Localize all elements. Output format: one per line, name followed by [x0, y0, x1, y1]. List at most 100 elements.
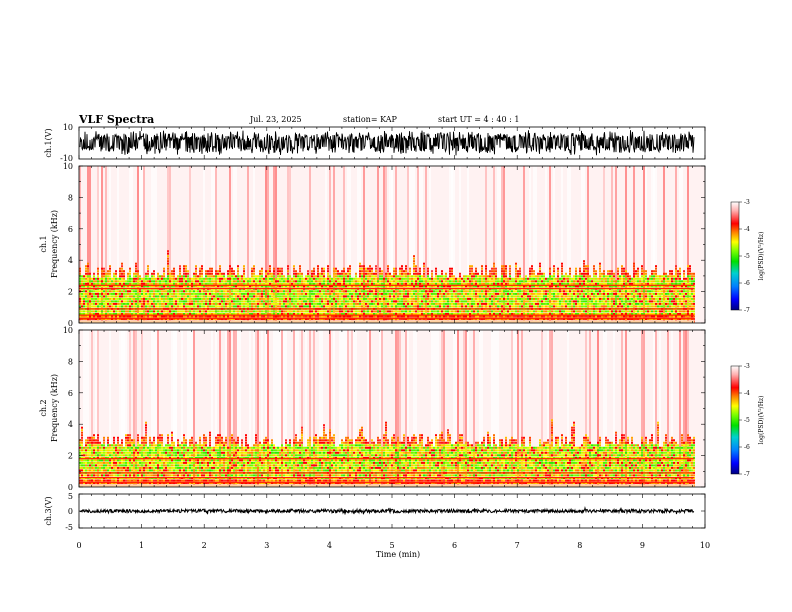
spectrogram-cell	[295, 315, 297, 318]
spectrogram-cell	[495, 315, 497, 318]
spectrogram-cell	[483, 290, 485, 293]
spectrogram-cell	[453, 295, 455, 298]
spectrogram-cell	[467, 275, 469, 278]
spectrogram-cell	[141, 310, 143, 313]
spectrogram-cell	[173, 300, 175, 303]
spectrogram-cell	[433, 300, 435, 303]
spectrogram-cell	[151, 292, 153, 295]
spectrogram-cell	[205, 290, 207, 293]
spectrogram-cell	[427, 285, 429, 288]
spectrogram-cell	[401, 318, 403, 320]
spectrogram-cell	[249, 292, 251, 295]
spectrogram-cell	[493, 315, 495, 318]
spectrogram-cell	[413, 262, 415, 265]
spectrogram-vertical-streak	[549, 166, 551, 323]
spectrogram-cell	[389, 315, 391, 318]
spectrogram-cell	[127, 277, 129, 280]
spectrogram-cell	[237, 295, 239, 298]
spectrogram-cell	[499, 282, 501, 285]
spectrogram-cell	[125, 302, 127, 305]
spectrogram-cell	[211, 313, 213, 315]
spectrogram-cell	[471, 300, 473, 303]
spectrogram-cell	[325, 305, 327, 308]
spectrogram-cell	[421, 295, 423, 298]
spectrogram-cell	[83, 292, 85, 295]
spectrogram-cell	[353, 292, 355, 295]
spectrogram-cell	[515, 270, 517, 273]
spectrogram-cell	[205, 285, 207, 288]
spectrogram-cell	[447, 310, 449, 313]
spectrogram-cell	[439, 292, 441, 295]
spectrogram-cell	[103, 302, 105, 305]
spectrogram-cell	[519, 277, 521, 280]
spectrogram-cell	[81, 280, 83, 283]
spectrogram-cell	[183, 313, 185, 315]
spectrogram-cell	[195, 295, 197, 298]
spectrogram-cell	[501, 270, 503, 273]
spectrogram-cell	[529, 285, 531, 288]
spectrogram-cell	[239, 315, 241, 318]
spectrogram-cell	[431, 295, 433, 298]
spectrogram-cell	[375, 318, 377, 320]
spectrogram-cell	[355, 272, 357, 275]
spectrogram-cell	[359, 280, 361, 283]
spectrogram-cell	[389, 290, 391, 293]
spectrogram-cell	[411, 297, 413, 300]
spectrogram-cell	[225, 292, 227, 295]
spectrogram-cell	[385, 300, 387, 303]
spectrogram-cell	[155, 295, 157, 298]
spectrogram-cell	[449, 310, 451, 313]
spectrogram-cell	[297, 280, 299, 283]
spectrogram-cell	[459, 275, 461, 278]
spectrogram-cell	[271, 290, 273, 293]
spectrogram-vertical-streak	[139, 166, 141, 323]
spectrogram-vertical-streak	[117, 166, 119, 323]
spectrogram-cell	[133, 305, 135, 308]
spectrogram-cell	[333, 267, 335, 270]
spectrogram-cell	[403, 302, 405, 305]
spectrogram-cell	[165, 300, 167, 303]
spectrogram-cell	[297, 305, 299, 308]
spectrogram-cell	[519, 310, 521, 313]
spectrogram-cell	[243, 282, 245, 285]
spectrogram-cell	[465, 313, 467, 315]
spectrogram-cell	[459, 285, 461, 288]
spectrogram-cell	[381, 295, 383, 298]
spectrogram-cell	[201, 267, 203, 270]
spectrogram-cell	[287, 270, 289, 273]
spectrogram-cell	[261, 292, 263, 295]
spectrogram-cell	[425, 282, 427, 285]
spectrogram-cell	[435, 295, 437, 298]
spectrogram-cell	[101, 282, 103, 285]
spectrogram-cell	[97, 292, 99, 295]
spectrogram-cell	[205, 272, 207, 275]
spectrogram-cell	[301, 295, 303, 298]
spectrogram-cell	[273, 302, 275, 305]
ch1-waveform-ticks	[78, 127, 706, 159]
spectrogram-cell	[457, 305, 459, 308]
spectrogram-cell	[395, 267, 397, 270]
spectrogram-cell	[397, 313, 399, 315]
spectrogram-cell	[131, 302, 133, 305]
spectrogram-cell	[407, 300, 409, 303]
spectrogram-cell	[155, 280, 157, 283]
spectrogram-cell	[373, 280, 375, 283]
spectrogram-cell	[219, 267, 221, 270]
spectrogram-cell	[413, 257, 415, 260]
spectrogram-cell	[385, 272, 387, 275]
spectrogram-cell	[273, 305, 275, 308]
spectrogram-cell	[263, 277, 265, 280]
spectrogram-cell	[431, 318, 433, 320]
spectrogram-cell	[121, 275, 123, 278]
spectrogram-cell	[177, 302, 179, 305]
spectrogram-cell	[299, 318, 301, 320]
spectrogram-cell	[343, 270, 345, 273]
spectrogram-cell	[257, 292, 259, 295]
spectrogram-cell	[235, 292, 237, 295]
spectrogram-cell	[291, 295, 293, 298]
spectrogram-cell	[115, 300, 117, 303]
spectrogram-cell	[303, 302, 305, 305]
spectrogram-cell	[119, 277, 121, 280]
spectrogram-cell	[357, 297, 359, 300]
spectrogram-cell	[103, 310, 105, 313]
